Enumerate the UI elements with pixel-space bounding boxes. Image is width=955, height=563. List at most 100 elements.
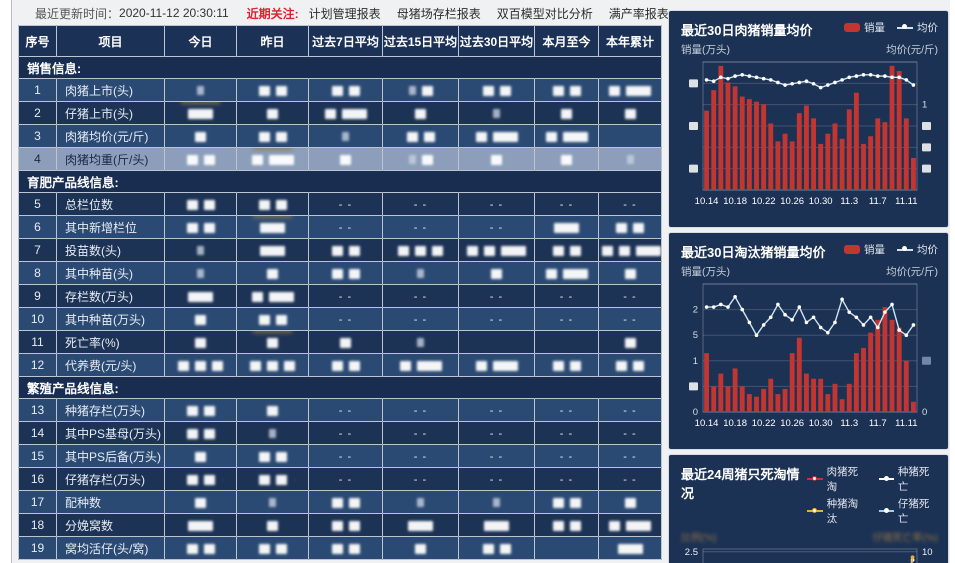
redacted-value-block	[633, 360, 644, 371]
value-cell	[382, 330, 459, 354]
value-cell	[164, 353, 237, 377]
redacted-value-block	[267, 405, 278, 416]
redacted-value-block	[251, 154, 263, 165]
legend-item-breeder-death[interactable]: 种猪死亡	[878, 464, 938, 494]
table-row[interactable]: 18 分娩窝数	[18, 513, 662, 537]
redacted-value-block	[415, 108, 426, 119]
value-cell: - -	[598, 421, 662, 445]
legend-item-sales[interactable]: 销量	[844, 242, 885, 257]
value-cell	[598, 78, 662, 102]
redacted-dash: - -	[413, 405, 428, 417]
redacted-dash: - -	[623, 314, 637, 326]
legend-item-price[interactable]: 均价	[897, 20, 938, 35]
column-header: 本年累计	[598, 25, 662, 57]
table-row[interactable]: 11 死亡率(%)	[18, 330, 662, 354]
redacted-dash: - -	[489, 199, 504, 211]
legend-item-hog-death[interactable]: 肉猪死淘	[807, 464, 866, 494]
table-row[interactable]: 4 肉猪均重(斤/头)	[18, 147, 662, 171]
left-axis-label: 销量(万头)	[681, 266, 730, 278]
svg-text:10.30: 10.30	[809, 196, 833, 207]
table-row[interactable]: 2 仔猪上市(头)	[18, 101, 662, 125]
value-cell	[236, 353, 309, 377]
redacted-value-block	[258, 314, 270, 325]
value-cell: - -	[382, 421, 459, 445]
table-row[interactable]: 12 代养费(元/头)	[18, 353, 662, 377]
redacted-value-block	[186, 543, 198, 554]
redacted-value-block	[609, 85, 620, 96]
value-cell	[534, 513, 599, 537]
redacted-value-block	[421, 154, 433, 165]
legend-item-price[interactable]: 均价	[897, 242, 938, 257]
table-header-row: 序号 项目 今日 昨日 过去7日平均 过去15日平均 过去30日平均 本月至今 本年累计	[18, 25, 662, 57]
svg-text:10.18: 10.18	[723, 418, 747, 429]
legend-item-piglet-death[interactable]: 仔猪死亡	[878, 496, 938, 526]
redacted-value-block	[197, 269, 204, 279]
report-link-sow-inventory[interactable]: 母猪场存栏报表	[396, 6, 481, 21]
redacted-dash: - -	[413, 314, 428, 326]
redacted-value-block	[561, 154, 572, 165]
table-row[interactable]: 1 肉猪上市(头)	[18, 78, 662, 102]
item-label-cell: 仔猪上市(头)	[56, 101, 165, 125]
report-link-full-capacity[interactable]: 满产率报表	[608, 6, 669, 21]
item-label-cell: 代养费(元/头)	[56, 353, 165, 377]
redacted-dash: - -	[623, 199, 637, 211]
svg-text:10.22: 10.22	[752, 418, 776, 429]
redacted-value-block	[482, 543, 494, 554]
svg-text:10.14: 10.14	[695, 196, 719, 207]
value-cell	[382, 124, 459, 148]
table-row[interactable]: 9 存栏数(万头) - - - - - - - - - -	[18, 284, 662, 308]
table-row[interactable]: 5 总栏位数 - - - - - - - - - -	[18, 192, 662, 216]
svg-text:1: 1	[693, 356, 698, 367]
legend-item-sales[interactable]: 销量	[844, 20, 885, 35]
value-cell: - -	[308, 398, 383, 422]
value-cell: - -	[534, 421, 599, 445]
item-label-cell: 种猪存栏(万头)	[56, 398, 165, 422]
table-row[interactable]: 6 其中新增栏位 - - - - - -	[18, 215, 662, 239]
value-cell	[164, 101, 237, 125]
table-row[interactable]: 16 仔猪存栏(万头) - - - - - - - - - -	[18, 467, 662, 491]
redacted-value-block	[267, 337, 278, 348]
report-link-plan[interactable]: 计划管理报表	[308, 6, 381, 21]
table-row[interactable]: 17 配种数	[18, 490, 662, 514]
table-row[interactable]: 10 其中种苗(万头) - - - - - - - - - -	[18, 307, 662, 331]
table-row[interactable]: 7 投苗数(头)	[18, 238, 662, 262]
value-cell	[308, 101, 383, 125]
legend-item-breeder-cull[interactable]: 种猪淘汰	[807, 496, 866, 526]
table-row[interactable]: 13 种猪存栏(万头) - - - - - - - - - -	[18, 398, 662, 422]
value-cell	[534, 215, 599, 239]
table-row[interactable]: 15 其中PS后备(万头) - - - - - - - - - -	[18, 444, 662, 468]
value-cell	[382, 536, 459, 560]
bar-legend-icon	[844, 245, 860, 254]
table-row[interactable]: 14 其中PS基母(万头) - - - - - - - - - -	[18, 421, 662, 445]
value-cell	[308, 124, 383, 148]
redacted-dash: - -	[413, 451, 428, 463]
redacted-value-block	[492, 131, 518, 142]
redacted-value-block	[348, 520, 360, 531]
value-cell	[236, 192, 309, 216]
redacted-value-block	[552, 520, 564, 531]
value-cell	[598, 513, 662, 537]
report-link-model-compare[interactable]: 双百模型对比分析	[496, 6, 593, 21]
redacted-value-block	[267, 520, 278, 531]
table-row[interactable]: 8 其中种苗(头)	[18, 261, 662, 285]
redacted-value-block	[562, 268, 588, 279]
redacted-value-block	[415, 245, 426, 256]
item-label-cell: 分娩窝数	[56, 513, 165, 537]
redacted-dash: - -	[559, 199, 574, 211]
svg-text:5: 5	[693, 330, 698, 341]
value-cell	[236, 124, 309, 148]
redacted-value-block	[284, 360, 295, 371]
redacted-value-block	[195, 360, 206, 371]
value-cell	[308, 147, 383, 171]
value-cell	[598, 330, 662, 354]
table-row[interactable]: 19 窝均活仔(头/窝)	[18, 536, 662, 560]
redacted-value-block	[186, 474, 198, 485]
value-cell	[458, 330, 535, 354]
focus-label: 近期关注:	[246, 6, 299, 21]
table-row[interactable]: 3 肉猪均价(元/斤)	[18, 124, 662, 148]
item-label-cell: 仔猪存栏(万头)	[56, 467, 165, 491]
value-cell: - -	[598, 398, 662, 422]
right-axis-label: 均价(元/斤)	[886, 44, 938, 56]
value-cell	[308, 490, 383, 514]
